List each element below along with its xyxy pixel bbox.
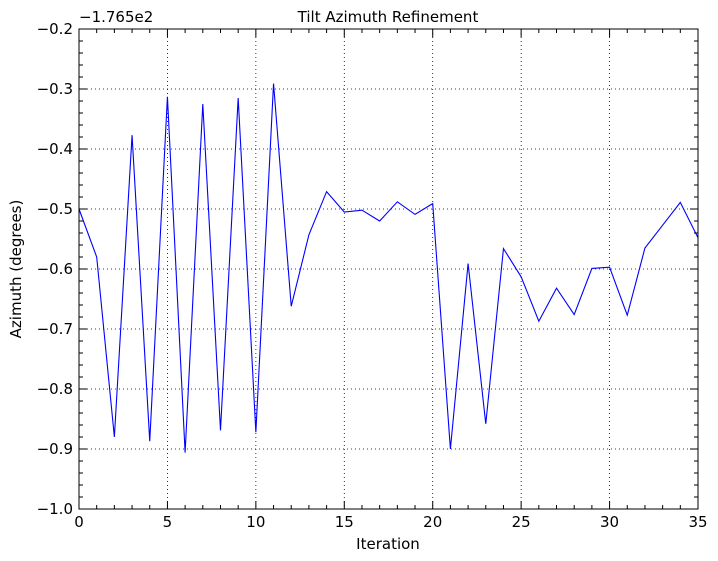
y-tick-label: −0.7: [37, 320, 73, 338]
y-tick-label: −0.6: [37, 260, 73, 278]
x-tick-label: 15: [335, 513, 354, 531]
y-tick-label: −0.9: [37, 440, 73, 458]
series-layer: [78, 83, 699, 453]
x-tick-label: 30: [600, 513, 619, 531]
x-axis-tick-labels: 0 5 10 15 20 25 30 35: [74, 513, 707, 531]
y-tick-label: −0.5: [37, 200, 73, 218]
y-tick-label: −0.3: [37, 80, 73, 98]
x-tick-label: 20: [423, 513, 442, 531]
x-tick-label: 10: [246, 513, 265, 531]
grid: [78, 28, 699, 510]
x-tick-label: 25: [512, 513, 531, 531]
azimuth-series-line: [78, 83, 699, 453]
y-tick-label: −0.8: [37, 380, 73, 398]
chart-title: Tilt Azimuth Refinement: [297, 8, 479, 26]
y-axis-tick-labels: −1.0 −0.9 −0.8 −0.7 −0.6 −0.5 −0.4 −0.3 −0.2: [37, 20, 73, 518]
x-tick-label: 35: [688, 513, 707, 531]
y-tick-label: −0.4: [37, 140, 73, 158]
x-tick-label: 0: [74, 513, 84, 531]
y-axis-title: Azimuth (degrees): [7, 200, 25, 339]
axis-ticks: [78, 28, 699, 510]
y-tick-label: −0.2: [37, 20, 73, 38]
y-axis-offset-label: −1.765e2: [79, 8, 153, 26]
x-axis-title: Iteration: [356, 535, 420, 553]
x-tick-label: 5: [163, 513, 173, 531]
y-tick-label: −1.0: [37, 500, 73, 518]
